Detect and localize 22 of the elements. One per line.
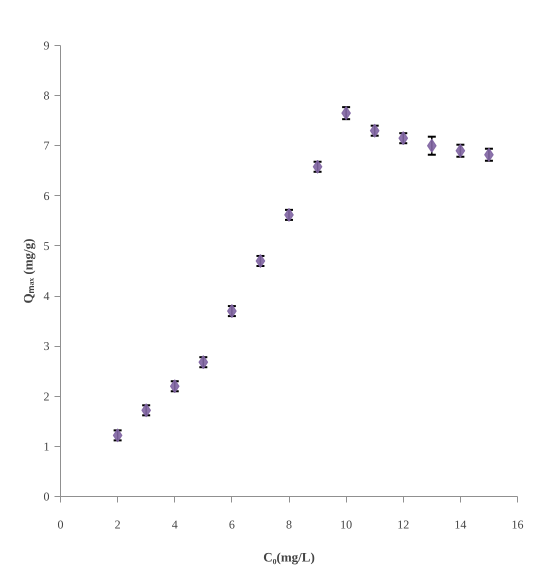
y-tick-label: 9 — [44, 38, 50, 52]
x-tick-label: 16 — [512, 518, 524, 532]
y-tick-label: 5 — [44, 238, 50, 253]
y-axis-title: Qₘₐₓ (mg/g) — [20, 238, 36, 304]
y-tick-label: 6 — [44, 188, 50, 203]
x-tick-label: 14 — [454, 518, 466, 532]
point — [426, 138, 437, 153]
y-tick-label: 2 — [44, 389, 50, 404]
x-tick-label: 6 — [228, 518, 235, 532]
x-tick-label: 12 — [397, 518, 410, 532]
x-tick-label: 2 — [114, 518, 121, 532]
y-tick-label: 4 — [44, 289, 50, 304]
y-tick-label: 3 — [44, 339, 50, 354]
x-tick-label: 10 — [340, 518, 352, 532]
x-axis-title: C₀(mg/L) — [263, 550, 315, 564]
y-tick-label: 8 — [44, 88, 50, 103]
x-tick-label: 8 — [286, 518, 292, 532]
y-tick-label: 1 — [44, 439, 50, 454]
x-tick-label: 0 — [58, 518, 64, 532]
x-tick-label: 4 — [172, 518, 178, 532]
y-tick-label: 0 — [44, 490, 50, 504]
y-tick-label: 7 — [44, 138, 50, 153]
